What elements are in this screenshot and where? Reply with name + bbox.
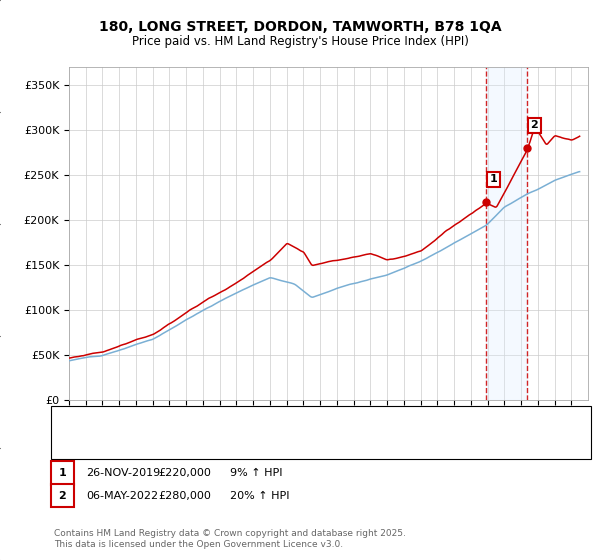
Text: Contains HM Land Registry data © Crown copyright and database right 2025.
This d: Contains HM Land Registry data © Crown c… (54, 529, 406, 549)
Text: Price paid vs. HM Land Registry's House Price Index (HPI): Price paid vs. HM Land Registry's House … (131, 35, 469, 48)
Text: HPI: Average price, semi-detached house, North Warwickshire: HPI: Average price, semi-detached house,… (99, 440, 408, 450)
Text: 20% ↑ HPI: 20% ↑ HPI (230, 491, 289, 501)
Text: 180, LONG STREET, DORDON, TAMWORTH, B78 1QA (semi-detached house): 180, LONG STREET, DORDON, TAMWORTH, B78 … (99, 417, 477, 427)
Text: 2: 2 (530, 120, 538, 130)
Text: £280,000: £280,000 (158, 491, 211, 501)
Bar (486, 67, 527, 400)
Text: 26-NOV-2019: 26-NOV-2019 (86, 468, 160, 478)
Text: 9% ↑ HPI: 9% ↑ HPI (230, 468, 283, 478)
Text: 06-MAY-2022: 06-MAY-2022 (86, 491, 158, 501)
Text: £220,000: £220,000 (158, 468, 211, 478)
Text: 1: 1 (59, 468, 66, 478)
Text: 180, LONG STREET, DORDON, TAMWORTH, B78 1QA: 180, LONG STREET, DORDON, TAMWORTH, B78 … (98, 20, 502, 34)
Text: 2: 2 (59, 491, 66, 501)
Text: 1: 1 (490, 175, 497, 184)
